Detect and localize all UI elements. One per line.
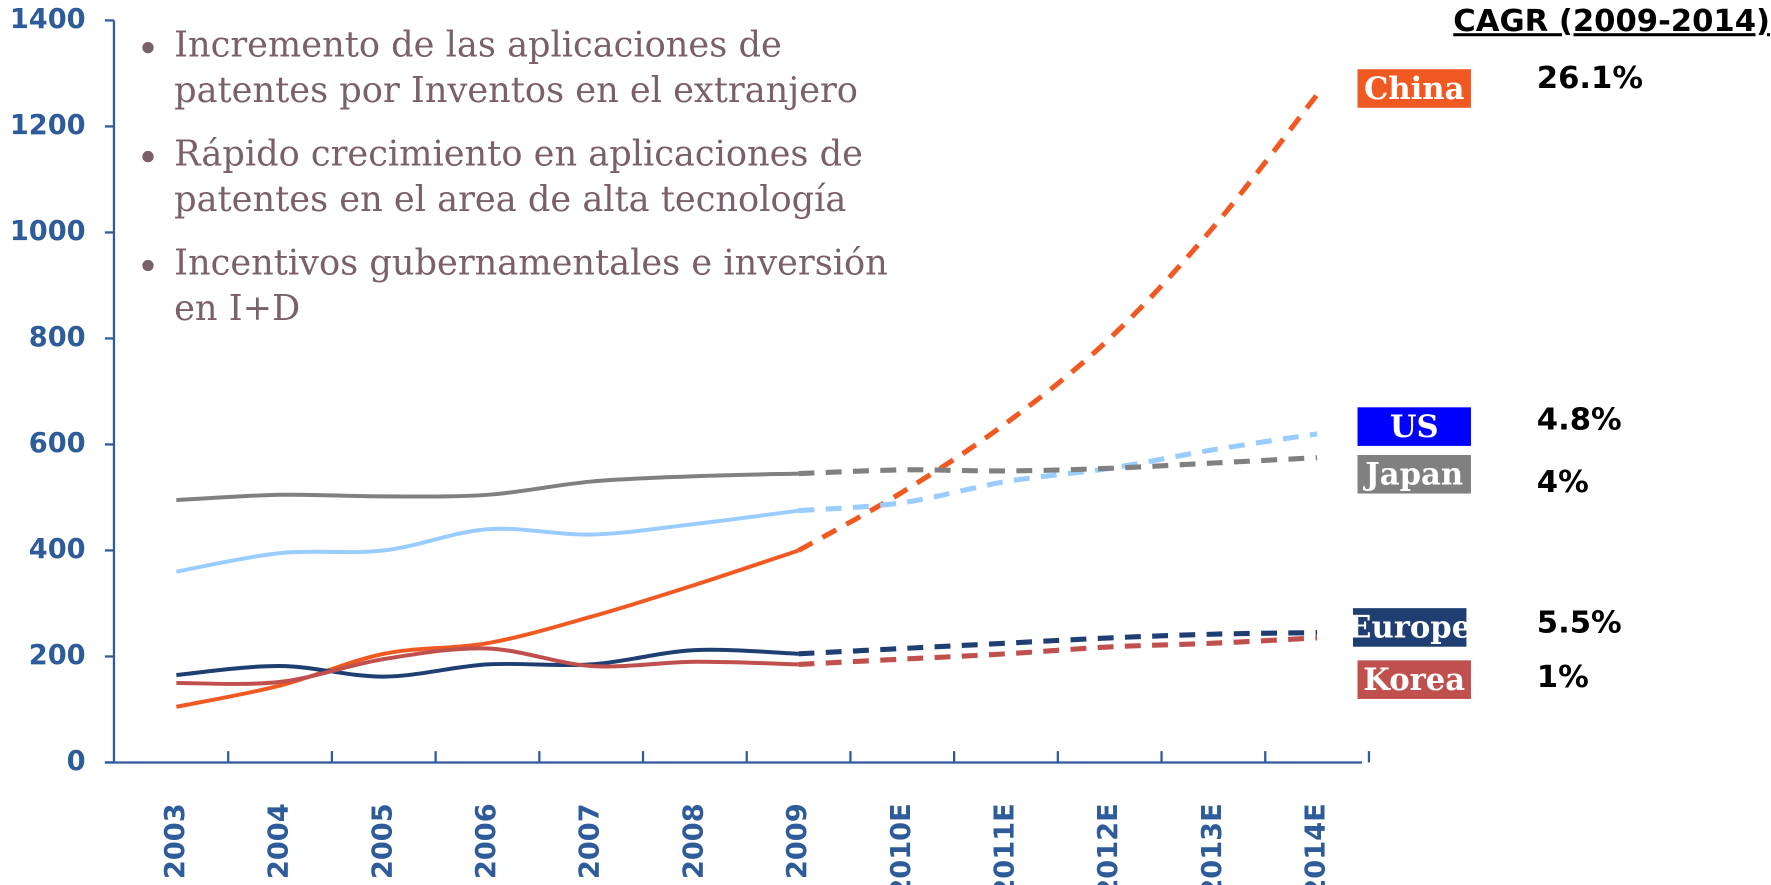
series-label: US bbox=[1390, 409, 1439, 445]
x-tick-label: 2007 bbox=[575, 803, 606, 879]
note-text: Rápido crecimiento en aplicaciones de bbox=[174, 134, 863, 175]
projected-line bbox=[798, 431, 1318, 514]
x-tick-label: 2006 bbox=[471, 803, 502, 879]
y-tick-label: 600 bbox=[29, 428, 86, 459]
note-text: patentes por Inventos en el extranjero bbox=[174, 70, 858, 111]
label-box bbox=[1357, 660, 1471, 699]
label-box bbox=[1357, 69, 1471, 108]
x-tick-label: 2013E bbox=[1197, 803, 1228, 885]
projected-line bbox=[797, 93, 1320, 553]
projected-line bbox=[798, 630, 1318, 657]
x-tick-label: 2014E bbox=[1301, 803, 1332, 885]
bullet-dot bbox=[142, 150, 154, 163]
projected-line bbox=[798, 635, 1318, 667]
y-tick-label: 400 bbox=[29, 534, 86, 565]
note-text: Incentivos gubernamentales e inversión bbox=[174, 242, 888, 283]
cagr-value: 4% bbox=[1537, 465, 1589, 500]
y-tick-label: 0 bbox=[67, 746, 86, 777]
x-tick-label: 2009 bbox=[782, 803, 813, 879]
cagr-value: 26.1% bbox=[1537, 61, 1643, 96]
actual-line bbox=[176, 508, 799, 574]
cagr-value: 1% bbox=[1537, 660, 1589, 695]
y-tick-label: 1000 bbox=[10, 216, 86, 247]
bullet-dot bbox=[142, 41, 154, 54]
x-tick-label: 2012E bbox=[1093, 803, 1124, 885]
label-box bbox=[1352, 608, 1467, 647]
x-tick-label: 2004 bbox=[264, 803, 295, 879]
x-tick-label: 2010E bbox=[886, 803, 917, 885]
label-box bbox=[1357, 407, 1471, 446]
actual-line bbox=[176, 647, 799, 679]
x-tick-label: 2003 bbox=[160, 803, 191, 879]
actual-line bbox=[176, 471, 799, 503]
series-label: China bbox=[1364, 71, 1465, 107]
y-tick-label: 800 bbox=[29, 322, 86, 353]
label-box bbox=[1357, 454, 1471, 494]
x-tick-label: 2011E bbox=[989, 803, 1020, 885]
x-tick-label: 2005 bbox=[367, 803, 398, 879]
actual-line bbox=[175, 548, 800, 709]
series-label: Europe bbox=[1348, 610, 1471, 646]
series-label: Korea bbox=[1363, 662, 1465, 698]
actual-line bbox=[176, 646, 799, 686]
series-label: Japan bbox=[1362, 457, 1463, 493]
cagr-value: 4.8% bbox=[1537, 402, 1622, 437]
y-tick-label: 1400 bbox=[10, 4, 86, 35]
bullet-dot bbox=[142, 259, 154, 272]
y-tick-label: 1200 bbox=[10, 110, 86, 141]
cagr-value: 5.5% bbox=[1537, 606, 1622, 641]
note-text: Incremento de las aplicaciones de bbox=[174, 25, 782, 66]
y-tick-label: 200 bbox=[29, 640, 86, 671]
cagr-title: CAGR (2009-2014) bbox=[1453, 4, 1770, 39]
x-tick-label: 2008 bbox=[678, 803, 709, 879]
projected-line bbox=[798, 455, 1318, 477]
note-text: en I+D bbox=[174, 288, 300, 329]
note-text: patentes en el area de alta tecnología bbox=[174, 179, 846, 220]
